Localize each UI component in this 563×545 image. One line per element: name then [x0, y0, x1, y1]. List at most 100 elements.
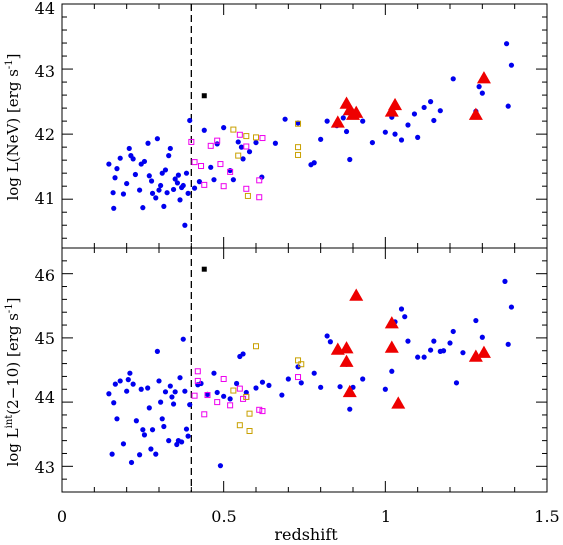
data-point-triangle	[349, 105, 364, 118]
data-point-square-filled	[201, 266, 207, 272]
data-point-square	[243, 185, 250, 192]
data-point-circle	[360, 118, 366, 124]
data-point-circle	[187, 402, 193, 408]
data-point-triangle	[384, 340, 399, 353]
data-point-circle	[253, 385, 259, 391]
data-point-circle	[259, 174, 265, 180]
data-point-square	[295, 151, 302, 158]
data-point-circle	[148, 178, 155, 184]
data-point-circle	[259, 379, 266, 385]
data-point-circle	[140, 427, 146, 433]
data-point-circle	[243, 389, 249, 396]
data-point-circle	[141, 432, 148, 438]
data-point-circle	[127, 370, 133, 376]
data-point-square	[236, 422, 243, 429]
data-point-circle	[149, 427, 156, 433]
data-point-circle	[450, 328, 456, 335]
data-point-circle	[183, 426, 190, 432]
data-point-circle	[156, 187, 162, 193]
data-point-circle	[211, 177, 217, 183]
y-tick-label: 44	[35, 0, 55, 18]
data-point-circle	[214, 141, 220, 147]
data-point-circle	[120, 441, 127, 447]
plot-frame	[61, 247, 548, 493]
data-point-triangle	[476, 71, 491, 84]
data-point-square	[253, 134, 259, 141]
data-point-circle	[230, 177, 236, 183]
data-point-square	[220, 375, 227, 382]
data-point-square	[191, 159, 198, 166]
data-point-circle	[180, 182, 186, 189]
data-point-circle	[382, 129, 388, 135]
x-tick-label: 1.5	[534, 507, 559, 526]
data-point-square	[243, 133, 250, 140]
data-point-circle	[185, 433, 191, 439]
y-tick-label: 46	[35, 266, 55, 285]
data-point-circle	[318, 136, 324, 142]
data-point-circle	[196, 179, 203, 185]
data-point-triangle	[388, 97, 403, 111]
data-point-triangle	[384, 104, 399, 117]
data-point-square	[201, 181, 208, 188]
data-point-circle	[167, 145, 173, 152]
data-point-circle	[240, 351, 246, 357]
data-point-square	[188, 138, 195, 145]
data-point-circle	[235, 139, 241, 145]
data-point-circle	[158, 399, 164, 405]
data-point-circle	[185, 190, 191, 196]
data-point-circle	[137, 452, 143, 458]
data-point-square	[194, 377, 201, 384]
top-panel	[61, 3, 548, 249]
data-point-circle	[253, 139, 259, 146]
y-axis-label-top: log L(NeV) [erg s-1]	[4, 53, 22, 200]
data-point-circle	[167, 383, 173, 389]
data-point-circle	[120, 191, 127, 197]
data-point-circle	[440, 348, 447, 354]
data-point-circle	[149, 190, 156, 196]
data-point-circle	[145, 140, 151, 146]
data-point-circle	[141, 158, 148, 165]
data-point-circle	[505, 341, 511, 347]
data-point-circle	[473, 317, 479, 324]
data-point-circle	[187, 117, 193, 124]
data-point-circle	[447, 340, 453, 346]
data-point-circle	[217, 463, 224, 469]
data-point-circle	[183, 170, 190, 176]
data-point-circle	[112, 175, 118, 181]
data-point-circle	[503, 41, 510, 47]
data-point-circle	[221, 125, 227, 131]
data-point-square	[259, 135, 266, 142]
data-point-square-filled	[201, 93, 207, 99]
data-point-circle	[508, 304, 515, 310]
data-point-triangle	[476, 345, 491, 358]
data-point-triangle	[468, 107, 483, 120]
data-point-square	[256, 194, 263, 201]
data-point-circle	[128, 459, 135, 466]
data-point-circle	[214, 389, 220, 396]
data-point-circle	[114, 166, 120, 172]
y-axis-label-bottom: log Lint(2−10) [erg s-1]	[4, 297, 22, 466]
data-point-square	[246, 428, 253, 434]
data-point-square	[204, 392, 211, 399]
data-point-circle	[124, 388, 130, 394]
data-point-circle	[392, 131, 398, 137]
data-point-circle	[318, 384, 324, 390]
data-point-circle	[153, 195, 159, 201]
data-point-square	[243, 143, 250, 150]
data-point-circle	[298, 380, 304, 386]
data-point-triangle	[349, 288, 364, 301]
data-point-circle	[282, 116, 288, 122]
data-point-circle	[162, 167, 169, 173]
data-point-circle	[174, 180, 181, 186]
data-point-square	[217, 161, 224, 168]
data-point-square	[244, 192, 251, 199]
data-point-square	[295, 357, 302, 364]
data-point-circle	[405, 122, 411, 128]
data-point-circle	[405, 338, 411, 344]
data-point-circle	[114, 416, 120, 422]
data-point-circle	[437, 108, 443, 114]
data-point-circle	[191, 185, 198, 191]
data-point-circle	[382, 386, 388, 392]
data-point-square	[230, 387, 237, 394]
